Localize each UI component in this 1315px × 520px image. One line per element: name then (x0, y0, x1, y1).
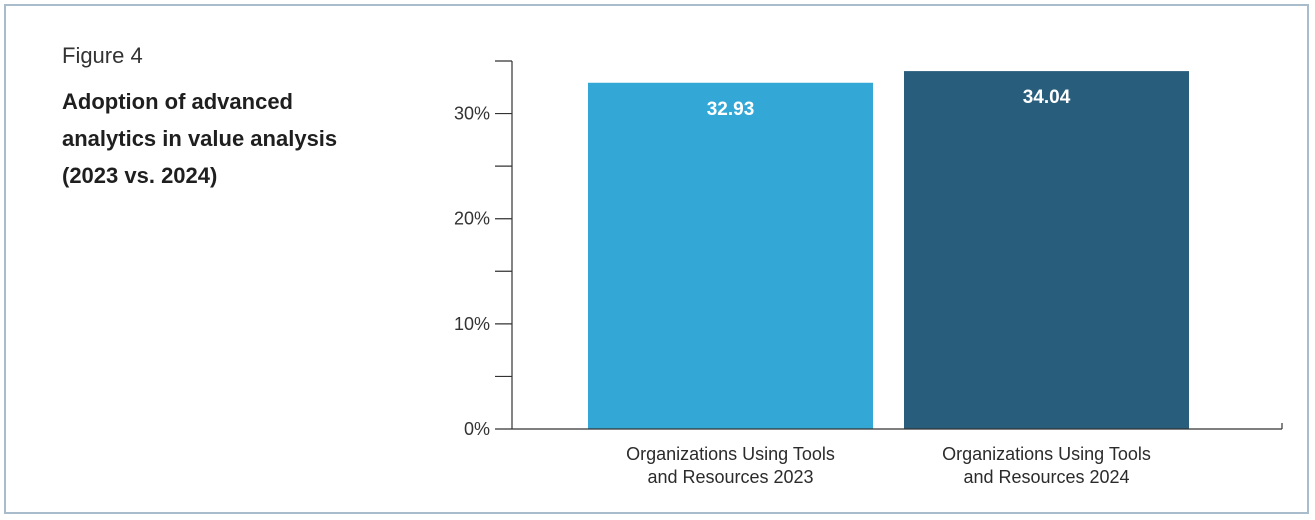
data-label-1: 34.04 (1023, 87, 1071, 108)
bar-0 (588, 82, 873, 429)
figure-label: Figure 4 (62, 43, 143, 68)
figure-title: Adoption of advanced analytics in value … (62, 89, 338, 188)
y-tick-label-2: 20% (454, 209, 490, 229)
category-label-0-line-0: Organizations Using Tools (626, 444, 835, 464)
y-tick-label-3: 30% (454, 104, 490, 124)
category-label-0-line-1: and Resources 2023 (647, 467, 813, 487)
category-label-1-line-0: Organizations Using Tools (942, 444, 1151, 464)
y-tick-label-0: 0% (464, 419, 490, 439)
category-label-1-line-1: and Resources 2024 (963, 467, 1129, 487)
bar-1 (904, 71, 1189, 429)
data-label-0: 32.93 (707, 99, 755, 120)
y-tick-label-1: 10% (454, 314, 490, 334)
